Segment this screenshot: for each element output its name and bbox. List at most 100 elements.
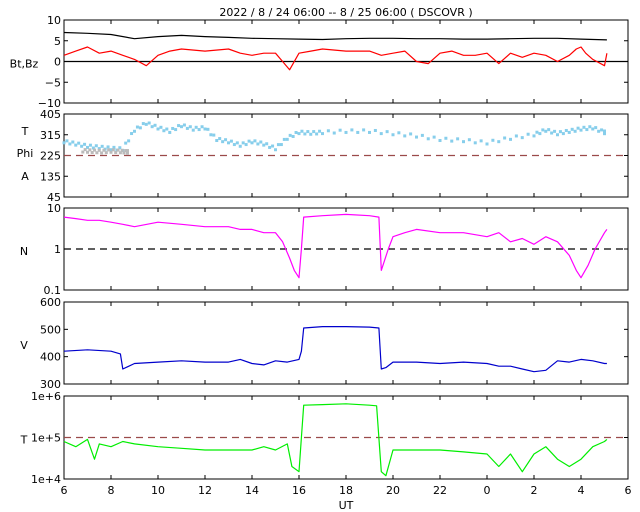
x-tick-label: 18 (339, 484, 353, 497)
x-tick-label: 6 (625, 484, 632, 497)
scatter-point (104, 151, 108, 155)
scatter-point (93, 148, 97, 152)
x-axis: 6 8 10 12 14 16 18 20 22 0 2 4 6 (61, 484, 632, 497)
scatter-point (309, 132, 313, 136)
scatter-point (268, 145, 272, 149)
series-Phi-points (62, 121, 606, 152)
scatter-point (573, 129, 577, 133)
scatter-point (141, 122, 145, 126)
scatter-point (203, 127, 207, 131)
scatter-point (65, 139, 69, 143)
series-Bt-line (63, 31, 607, 41)
scatter-point (168, 130, 172, 134)
scatter-point (600, 128, 604, 132)
scatter-point (224, 138, 228, 142)
scatter-point (315, 132, 319, 136)
y-tick-label: 10 (47, 14, 61, 27)
scatter-point (221, 140, 225, 144)
series-Phi-low-density-points (81, 148, 129, 155)
x-tick-label: 22 (433, 484, 447, 497)
scatter-point (538, 132, 542, 136)
scatter-point (88, 143, 92, 147)
scatter-point (262, 143, 266, 147)
scatter-point (112, 145, 116, 149)
scatter-point (227, 141, 230, 145)
scatter-point (291, 134, 295, 138)
scatter-point (444, 136, 448, 140)
scatter-point (159, 125, 163, 129)
scatter-point (479, 139, 483, 143)
scatter-point (556, 133, 559, 137)
scatter-point (68, 142, 72, 146)
scatter-point (303, 132, 307, 136)
scatter-point (171, 126, 175, 130)
scatter-point (191, 128, 195, 132)
y-axis-label-line: A (21, 170, 29, 183)
scatter-point (279, 143, 283, 147)
x-tick-label: 8 (108, 484, 115, 497)
panel-frame (63, 301, 629, 385)
scatter-point (550, 131, 554, 135)
scatter-point (162, 129, 166, 133)
scatter-point (138, 126, 142, 130)
scatter-point (368, 130, 371, 134)
scatter-point (503, 136, 507, 140)
scatter-point (432, 135, 436, 139)
y-tick-label: 315 (40, 129, 61, 142)
scatter-point (106, 145, 110, 149)
scatter-point (397, 131, 401, 135)
series-N-line (63, 213, 608, 279)
scatter-point (485, 142, 489, 146)
scatter-point (212, 133, 216, 137)
y-tick-label: 600 (40, 296, 61, 309)
x-tick-label: 4 (578, 484, 585, 497)
scatter-point (535, 130, 539, 134)
scatter-point (182, 123, 186, 127)
y-axis-label-line: Phi (17, 147, 34, 160)
scatter-point (111, 148, 115, 152)
scatter-point (288, 133, 292, 137)
scatter-point (491, 138, 495, 142)
x-tick-label: 2 (531, 484, 538, 497)
scatter-point (385, 130, 389, 134)
scatter-point (209, 133, 213, 137)
scatter-point (456, 137, 460, 141)
scatter-point (147, 121, 151, 125)
scatter-point (567, 130, 571, 134)
scatter-point (95, 151, 99, 155)
scatter-point (124, 141, 128, 145)
scatter-point (80, 144, 84, 148)
scatter-point (107, 148, 111, 152)
scatter-point (62, 141, 66, 145)
y-tick-label: 405 (40, 108, 61, 121)
scatter-point (150, 125, 154, 129)
y-tick-label: 500 (40, 323, 61, 336)
scatter-point (579, 128, 583, 132)
scatter-point (326, 129, 330, 133)
scatter-point (282, 137, 286, 141)
y-tick-label: −10 (38, 97, 61, 110)
scatter-point (235, 141, 239, 145)
series-V-line (63, 326, 607, 373)
scatter-point (229, 139, 233, 143)
scatter-point (473, 141, 477, 145)
scatter-point (174, 128, 178, 132)
scatter-point (544, 129, 548, 133)
panels: 10 5 0 −5 −10 Bt,Bz 405 315 225 135 45 T Phi A 10 1 0.1 N… (10, 14, 629, 486)
panel-temp_phi: 405 315 225 135 45 T Phi A (17, 108, 629, 204)
scatter-point (244, 143, 248, 147)
scatter-point (90, 151, 94, 155)
scatter-point (188, 125, 192, 129)
panel-temperature: 1e+6 1e+5 1e+4 T (20, 390, 629, 486)
panel-mag: 10 5 0 −5 −10 Bt,Bz (10, 14, 629, 110)
scatter-point (285, 137, 289, 141)
scatter-point (206, 127, 210, 131)
scatter-point (344, 130, 348, 134)
series-Bz-line (63, 46, 608, 71)
scatter-point (91, 146, 95, 150)
x-tick-label: 14 (245, 484, 259, 497)
scatter-point (467, 138, 471, 142)
x-tick-label: 20 (386, 484, 400, 497)
scatter-point (88, 148, 92, 152)
